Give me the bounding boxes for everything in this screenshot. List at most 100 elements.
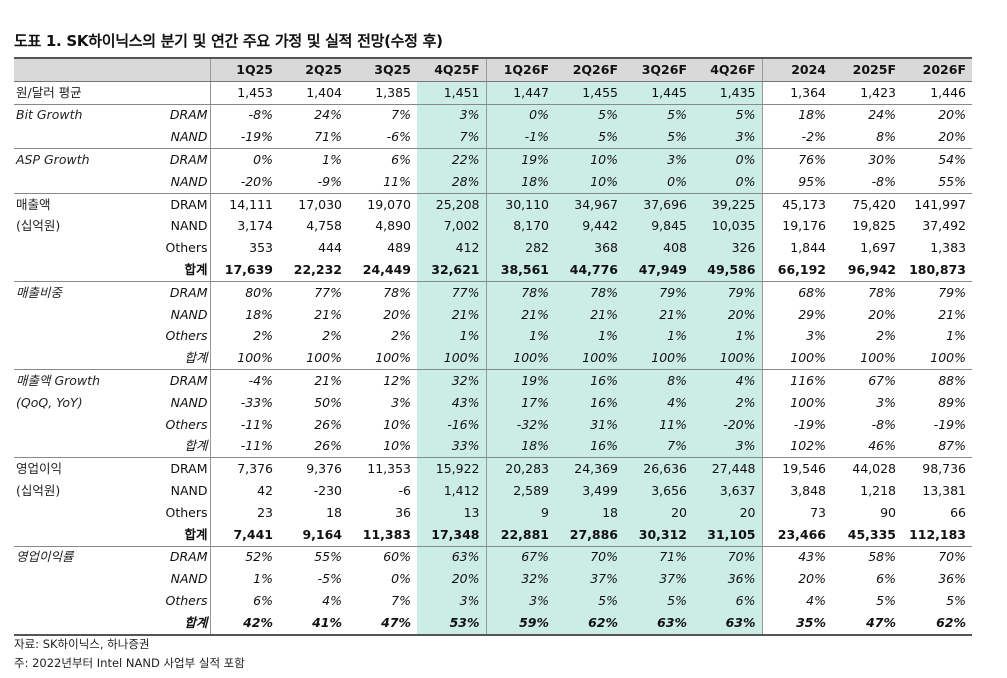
table-cell: 37,492 [922,218,966,234]
table-cell: 6% [876,571,896,587]
table-cell: 4% [322,593,342,609]
table-cell: -32% [485,413,555,436]
table-row: (십억원) NAND 42 -230 -6 1,412 2,589 3,499 3,656 3,6… [14,480,972,502]
table-cell: 1,445 [624,81,693,105]
table-cell: -20% [209,170,279,194]
table-cell: 42% [209,611,279,636]
table-cell: 1,364 [761,81,832,105]
row-label: 매출비중 [16,284,63,300]
table-cell: 63% [417,546,486,569]
table-row: 영업이익률 DRAM 52% 55% 60% 63% 67% 70% 71% 70% 43% 58% 7… [14,546,972,569]
table-cell: 78% [485,281,555,304]
table-cell: 24% [314,107,342,123]
table-cell: 5% [946,593,966,609]
table-cell: 70% [555,546,624,569]
table-cell: -11% [209,435,279,459]
table-cell: 70% [693,546,762,569]
table-cell: 42 [209,480,279,502]
table-cell: 1,383 [930,240,966,256]
row-sublabel: Others [165,328,208,344]
table-cell: 4,758 [306,218,342,234]
table-cell: 50% [314,394,342,410]
table-cell: 73 [761,501,832,524]
table-cell: -19% [209,126,279,150]
table-cell: 100% [485,347,555,371]
table-cell: 67% [868,373,896,389]
row-sublabel: NAND [108,126,210,150]
table-cell: 2,589 [485,480,555,502]
table-cell: 5% [693,104,762,127]
table-cell: 100% [624,347,693,371]
row-label [14,502,108,524]
table-cell: 15,922 [417,457,486,481]
table-cell: 1,697 [860,240,896,256]
table-cell: 19,546 [761,457,832,481]
financial-table: 1Q25 2Q25 3Q25 4Q25F 1Q26F 2Q26F 3Q26F 4Q26F 202… [14,56,972,636]
table-cell: -4% [209,369,279,392]
table-cell: 95% [761,170,832,194]
table-cell: -11% [209,413,279,436]
column-header: 1Q25 [209,56,279,82]
row-sublabel: Others [165,240,208,256]
column-header: 4Q25F [417,56,486,82]
table-cell: 13,381 [922,483,966,499]
table-cell: 37% [624,568,693,591]
table-cell: 1% [555,325,624,348]
table-cell: 46% [832,435,902,459]
footnote: 주: 2022년부터 Intel NAND 사업부 실적 포함 [14,656,245,670]
table-cell: -2% [761,126,832,150]
column-header: 2026F [902,56,972,82]
row-sublabel: DRAM [169,107,208,123]
row-label: Bit Growth [16,107,83,123]
table-cell: 1% [322,152,342,168]
row-label [14,126,108,150]
table-cell: -19% [933,416,966,432]
table-cell: 21% [314,373,342,389]
row-label [14,326,108,348]
table-cell: -230 [313,483,342,499]
row-sublabel: 합계 [108,259,210,282]
table-cell: 66 [950,504,966,520]
column-header: 2025F [832,56,902,82]
table-cell: 62% [555,611,624,636]
table-row: NAND 1% -5% 0% 20% 32% 37% 37% 36% 20% 6% 36% [14,568,972,591]
table-cell: 17,030 [298,196,342,212]
table-cell: 7,376 [209,457,279,481]
table-cell: 21% [417,303,486,326]
table-cell: 87% [902,435,972,459]
table-cell: 3% [485,590,555,612]
table-cell: 3% [391,394,411,410]
table-cell: 80% [209,281,279,304]
table-cell: 30,110 [485,193,555,216]
table-cell: 3% [624,148,693,171]
table-cell: 26,636 [624,457,693,481]
table-cell: 353 [209,237,279,260]
table-row: 합계 -11% 26% 10% 33% 18% 16% 7% 3% 102% 46% 87% [14,435,972,459]
table-cell: 12% [383,373,411,389]
table-cell: 0% [391,571,411,587]
table-cell: 55% [314,549,342,565]
table-cell: 8,170 [485,215,555,238]
table-cell: 23 [209,501,279,524]
table-cell: 27,886 [555,523,624,547]
table-cell: 34,967 [555,193,624,216]
table-cell: 39,225 [693,193,762,216]
table-cell: 30% [868,152,896,168]
table-cell: 11,383 [348,523,417,547]
table-cell: 89% [938,394,966,410]
table-cell: -5% [317,571,342,587]
table-cell: 102% [761,435,832,459]
table-row: 매출액 Growth DRAM -4% 21% 12% 32% 19% 16% 8% 4% 116%… [14,369,972,392]
column-header: 3Q26F [624,56,693,82]
table-row: Bit Growth DRAM -8% 24% 7% 3% 0% 5% 5% 5% 18% 24% 20… [14,104,972,127]
table-cell: 36 [395,504,411,520]
table-cell: 60% [383,549,411,565]
column-header: 3Q25 [348,56,417,82]
table-cell: 7% [391,593,411,609]
table-cell: 1,435 [693,81,762,105]
column-header: 2Q25 [279,56,348,82]
table-cell: 55% [902,170,972,194]
row-sublabel: NAND [170,394,208,410]
table-cell: 24,449 [348,259,417,282]
table-cell: -8% [832,170,902,194]
